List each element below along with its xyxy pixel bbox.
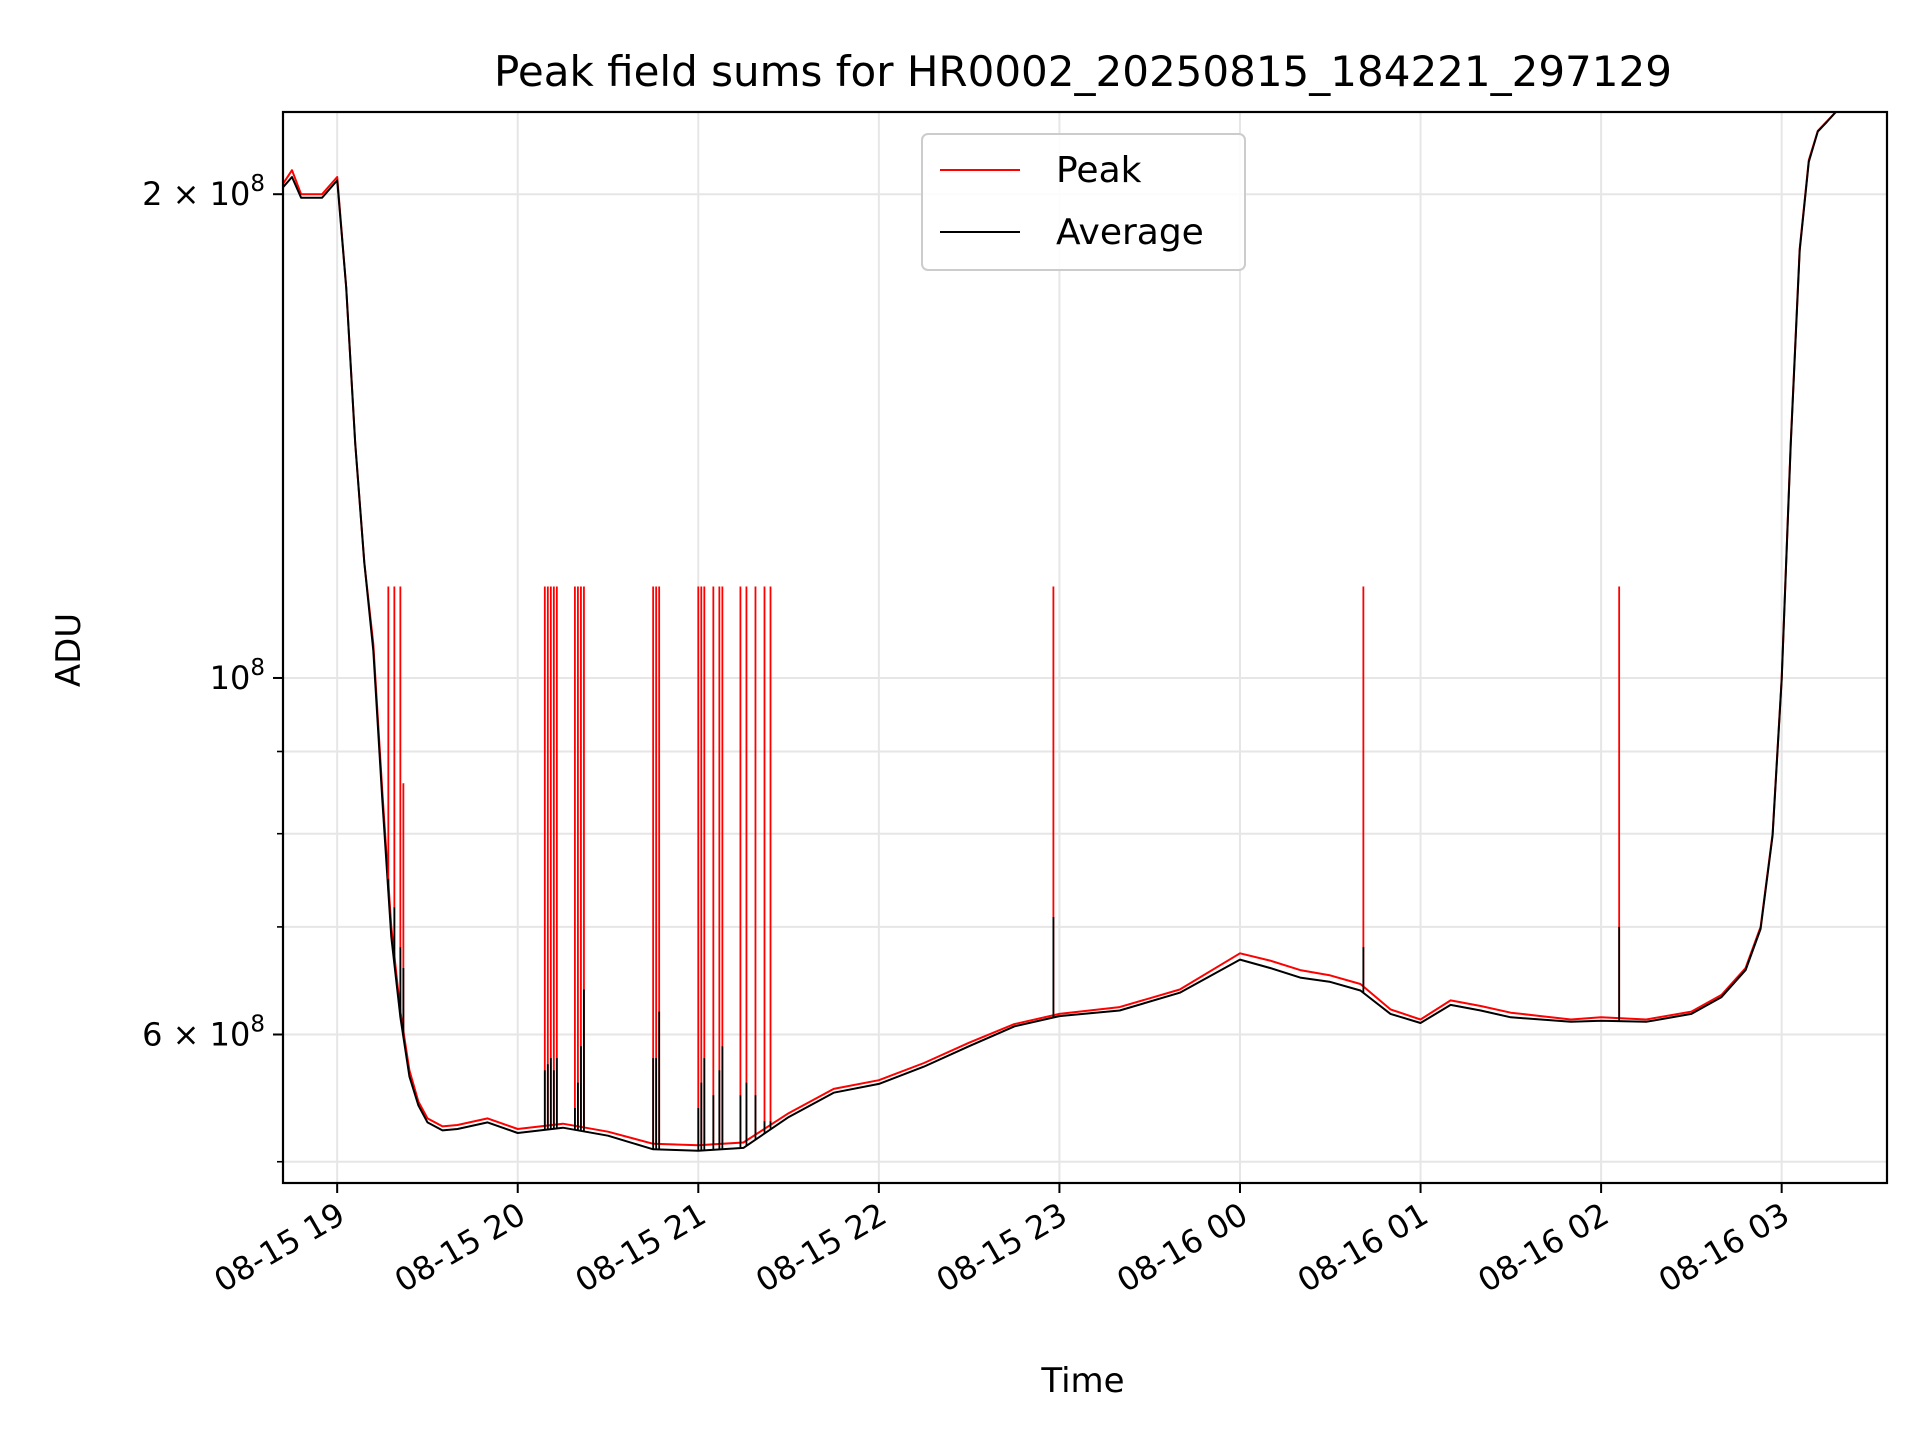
plot-frame: [281, 110, 1889, 1185]
x-axis-label: Time: [1040, 1361, 1124, 1401]
y-tick-label: 2 × 108: [142, 171, 265, 213]
y-tick-label: 108: [210, 655, 265, 697]
y-axis: 6 × 108 108 2 × 108: [142, 171, 283, 1163]
legend-box: [921, 133, 1246, 271]
plot-layer: [283, 112, 1887, 1152]
y-axis-label: ADU: [49, 613, 89, 687]
y-tick-label: 6 × 108: [142, 1011, 265, 1053]
legend: Peak Average: [921, 133, 1246, 271]
legend-label-peak: Peak: [1056, 150, 1142, 191]
legend-label-average: Average: [1056, 212, 1204, 253]
series-line-average: [283, 112, 1887, 1152]
chart-title: Peak field sums for HR0002_20250815_1842…: [494, 47, 1672, 96]
